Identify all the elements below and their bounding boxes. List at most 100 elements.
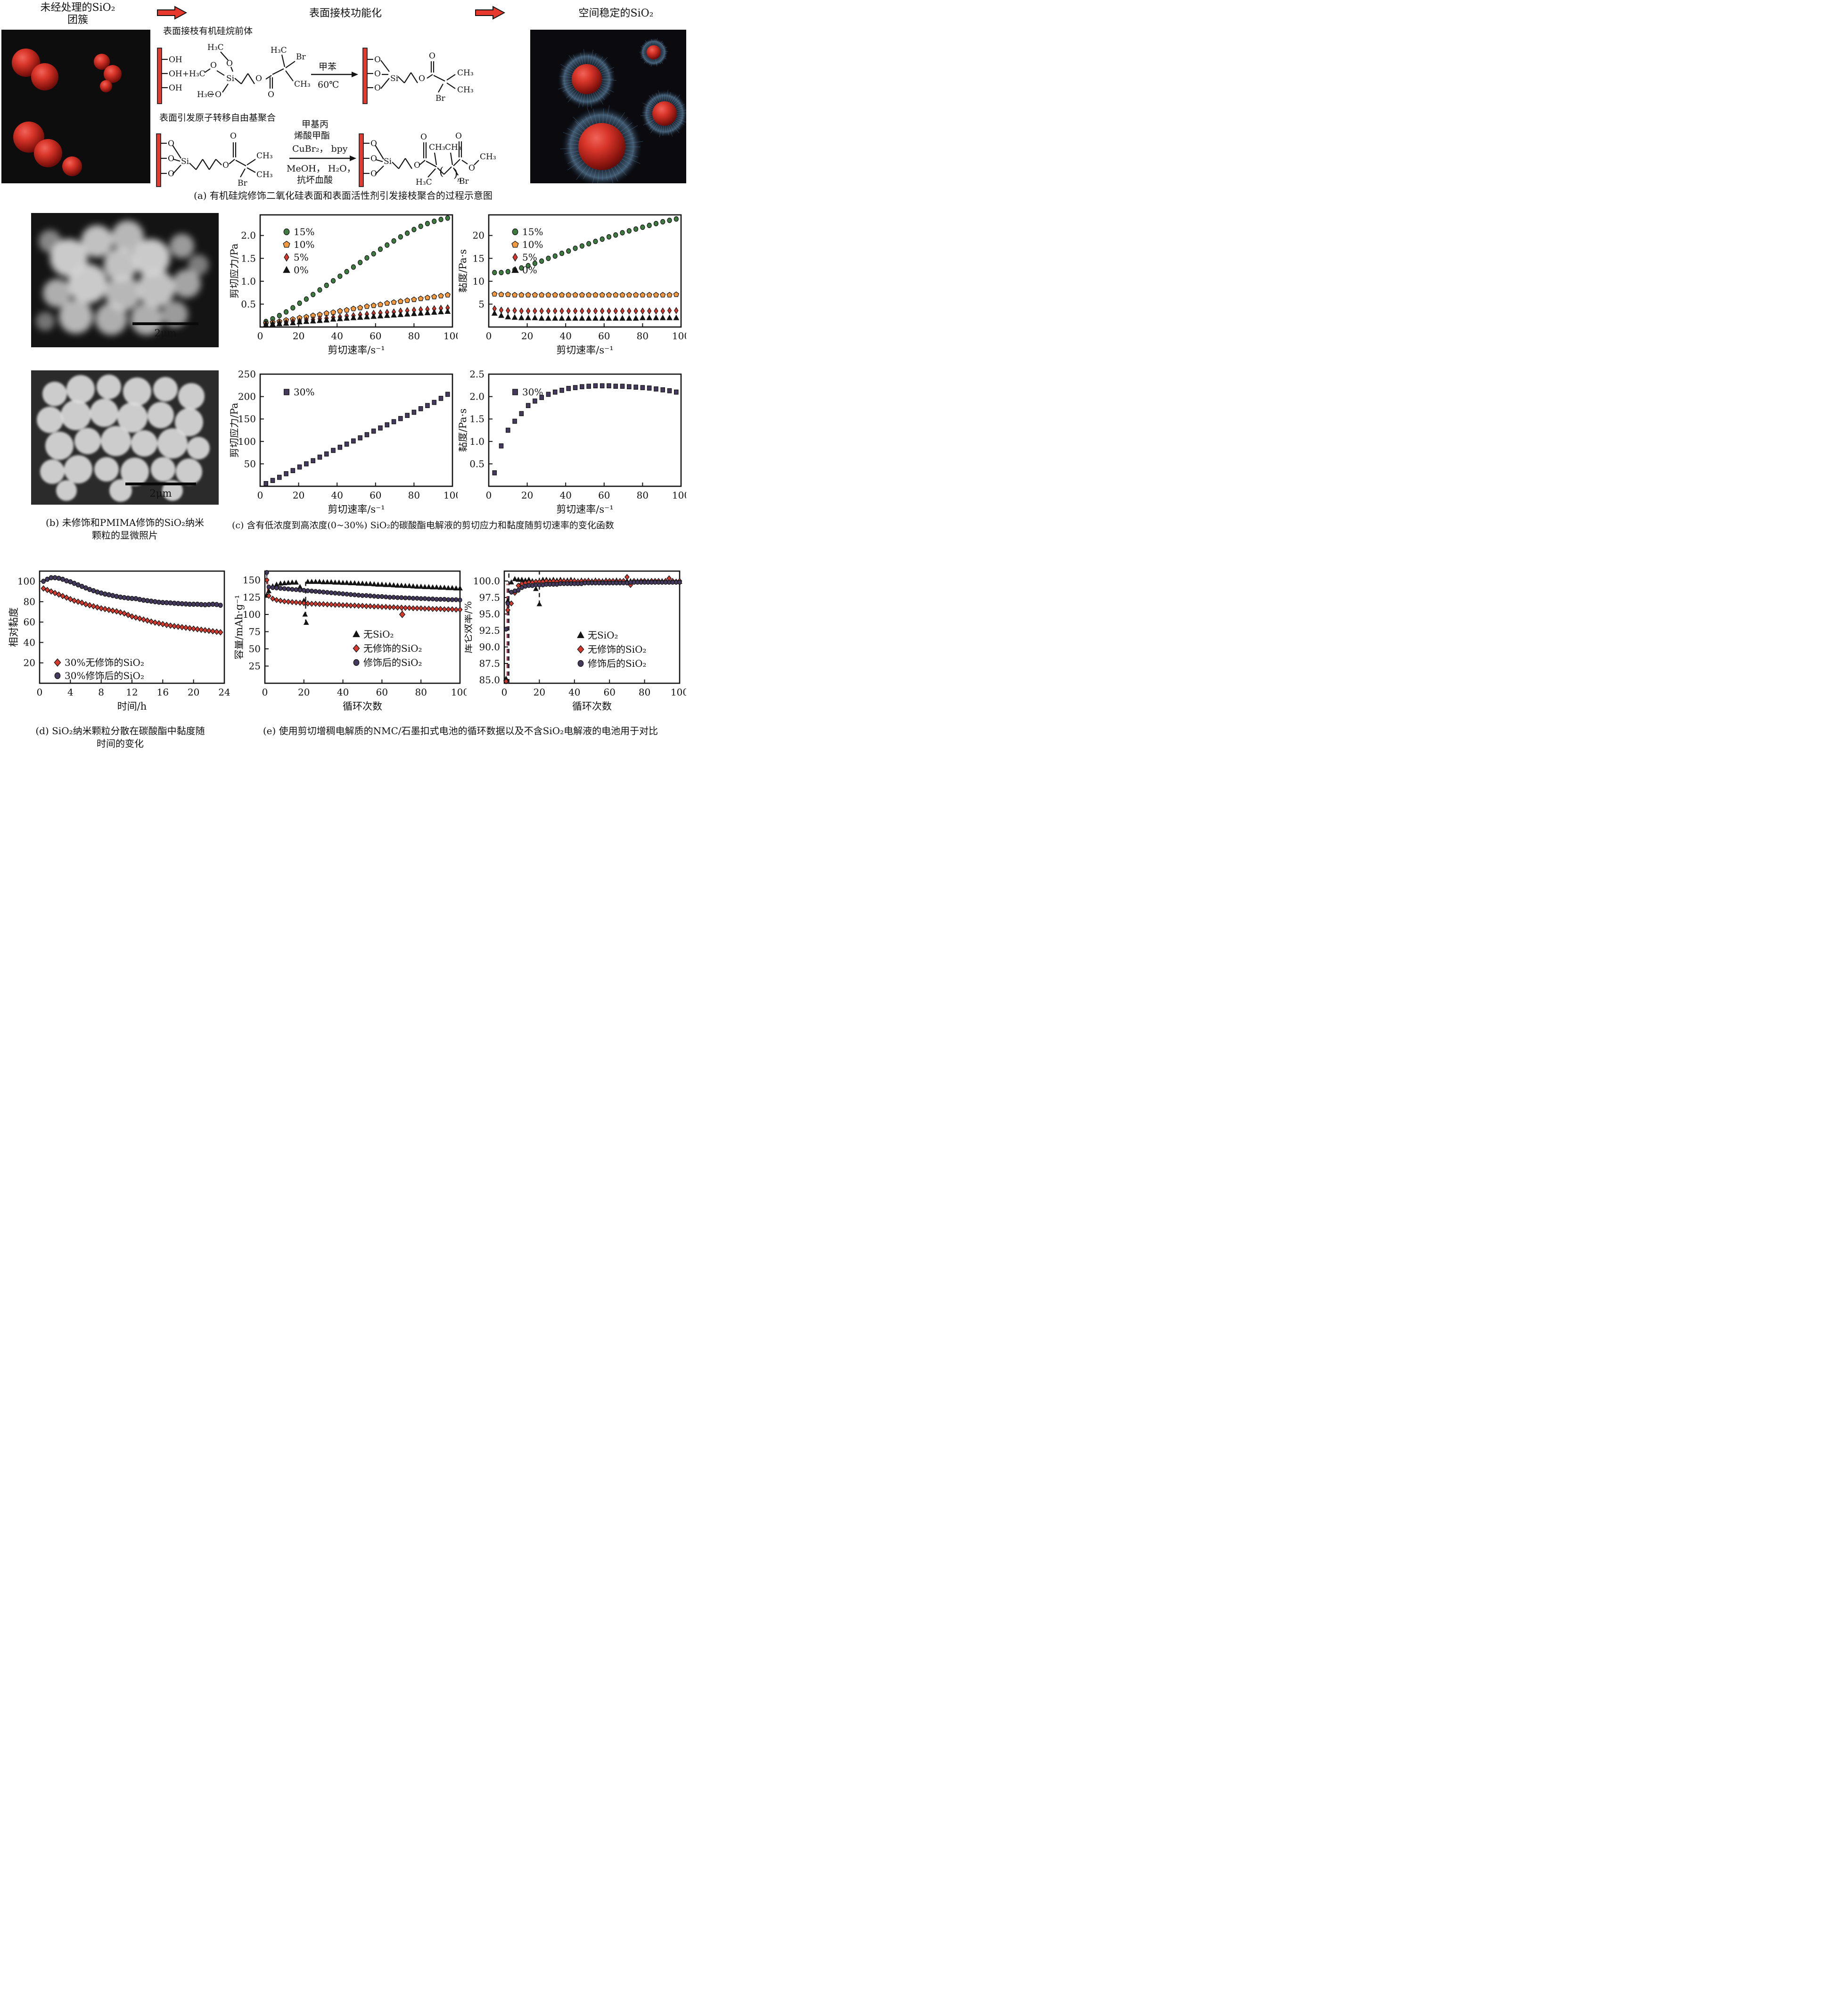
bond-line [446,74,456,81]
data-point-marker [345,591,349,597]
data-point-marker [457,606,463,613]
bond-line [246,167,256,173]
plot-frame [503,570,681,684]
data-point-marker [371,251,376,257]
chem-label: OH [169,55,182,65]
data-point-marker [303,620,309,625]
data-point-marker [302,611,308,617]
data-point-marker [72,581,77,586]
x-tick-label: 0 [262,687,268,698]
data-point-marker [449,585,455,590]
x-tick-label: 80 [637,490,649,501]
data-point-marker [87,602,92,609]
bond-line [427,168,436,178]
data-point-marker [384,594,388,599]
data-point-marker [424,295,431,301]
data-point-marker [363,581,370,586]
data-point-marker [56,591,62,598]
data-point-marker [75,598,81,605]
scale-bar [125,483,196,485]
data-point-marker [453,606,459,613]
data-point-marker [383,581,389,587]
chart-legend: 无SiO₂ 无修饰的SiO₂ 修饰后的SiO₂ [577,630,647,669]
data-point-marker [52,575,57,581]
data-point-marker [586,241,591,246]
data-point-marker [357,304,363,311]
data-point-marker [402,605,408,611]
header-label-stabilized-text: 空间稳定的SiO₂ [578,8,654,19]
tem-image-untreated [1,30,150,183]
data-point-marker [525,314,532,320]
data-point-marker [330,309,337,315]
legend-label: 30% [522,386,543,398]
x-tick-label: 100 [672,490,686,501]
data-point-marker [344,307,350,313]
data-point-marker [430,597,435,602]
data-point-marker [411,596,416,601]
data-point-marker [536,601,542,606]
chem-label: CH₃ [256,170,273,180]
data-point-marker [654,386,658,392]
y-tick-label: 90.0 [479,641,500,653]
x-tick-label: 20 [293,330,304,342]
data-point-marker [539,292,545,298]
chart-viscosity-low: 0 20 40 60 80 100 5 10 15 20 剪切速率/s⁻¹ 黏度/Pa·s 15% 10%… [459,214,686,356]
y-tick-label: 2.0 [241,230,256,241]
data-point-marker [425,221,430,227]
chem-label: O [429,51,435,61]
data-point-marker [613,384,618,389]
data-point-marker [102,591,107,597]
scale-bar-label: 2μm [150,488,172,499]
data-point-marker [379,594,385,599]
x-tick-label: 20 [521,330,533,342]
caption-c-text: (c) 含有低浓度到高浓度(0~30%) SiO₂的碳酸酯电解液的剪切应力和黏度… [232,520,614,531]
data-point-marker [368,603,373,609]
silica-surface-bar [359,133,364,187]
data-point-marker [145,598,150,604]
data-point-marker [364,432,370,437]
data-point-marker [313,600,319,607]
data-point-marker [445,392,450,397]
data-point-marker [450,597,455,602]
data-series-30% [263,392,450,486]
data-point-marker [137,597,142,602]
plot-frame [488,373,682,487]
chem-label: O [414,161,420,170]
chem-label: Br [238,179,247,188]
chem-label: 甲苯 [319,62,337,72]
chem-label: O [210,61,217,70]
data-point-marker [286,598,291,605]
data-point-marker [411,409,417,415]
flow-arrow-icon [157,6,187,20]
silica-particle [34,139,62,167]
legend-label: 0% [294,264,309,276]
data-point-marker [397,298,403,304]
data-point-marker [276,320,283,327]
y-tick-label: 125 [243,591,261,603]
chem-label: Si [390,74,399,83]
data-point-marker [430,584,435,589]
bond-line [285,61,296,68]
x-tick-label: 8 [98,687,104,698]
data-point-marker [613,307,618,315]
x-tick-label: 12 [126,687,138,698]
caption-a-text: (a) 有机硅烷修饰二氧化硅表面和表面活性剂引发接枝聚合的过程示意图 [194,190,493,201]
data-point-marker [572,315,578,321]
legend-label: 无SiO₂ [363,629,394,640]
chem-label: 表面接枝有机硅烷前体 [163,26,253,36]
x-axis-label: 循环次数 [343,701,382,712]
data-point-marker [270,478,275,483]
data-point-marker [505,601,510,606]
data-point-marker [348,580,353,586]
data-point-marker [404,311,411,317]
x-tick-label: 100 [444,490,458,501]
data-point-marker [110,593,115,598]
chem-label: CuBr₂， bpy [292,144,348,154]
data-point-marker [45,576,50,582]
data-point-marker [592,292,599,298]
data-point-marker [559,292,565,298]
data-point-marker [356,592,361,598]
data-point-marker [323,317,330,323]
data-point-marker [519,265,524,271]
data-point-marker [284,471,288,476]
